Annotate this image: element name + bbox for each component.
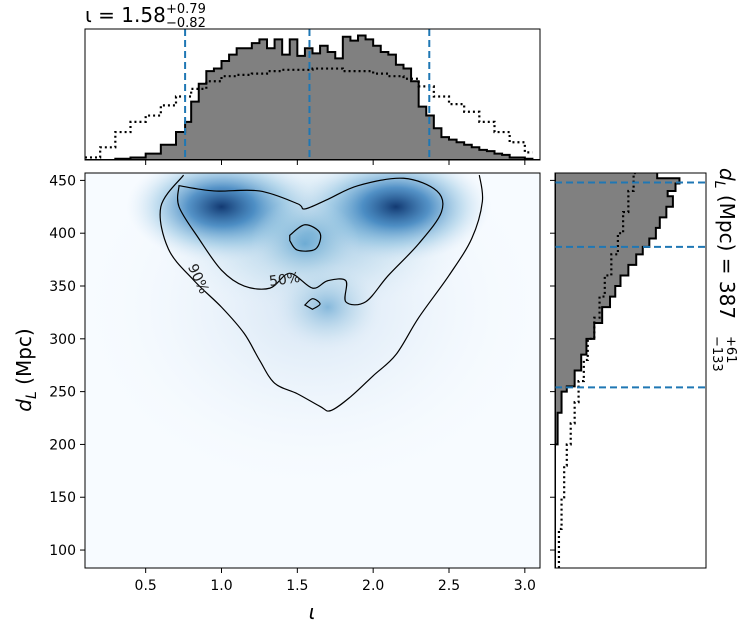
density-map: [85, 173, 540, 498]
y-tick-label: 450: [49, 173, 76, 189]
top-histogram-filled: [85, 34, 540, 160]
top-histogram-prior: [85, 67, 533, 159]
contour-label-50: 50%: [268, 270, 301, 290]
contour-50: [176, 177, 444, 306]
top-title-eq: =: [92, 3, 121, 27]
contour-90: [159, 174, 484, 412]
x-tick-label: 0.5: [135, 578, 157, 594]
y-tick-label: 300: [49, 332, 76, 348]
top-marginal-panel: ι = 1.58 +0.79 −0.82: [84, 2, 541, 165]
y-tick-label: 250: [49, 385, 76, 401]
top-title-symbol: ι: [85, 3, 92, 27]
top-panel-frame: [84, 28, 541, 161]
main-2d-panel: 90% 50% 0.5 1.0 1.5 2.0 2.5 3.0 10015020025030…: [12, 172, 541, 624]
x-tick-label: 3.0: [514, 578, 536, 594]
top-title-lower-error: −0.82: [166, 16, 206, 31]
top-panel-title: ι = 1.58: [85, 3, 166, 27]
main-panel-frame: [84, 172, 541, 569]
y-tick-label: 350: [49, 279, 76, 295]
x-axis-label: ι: [309, 600, 316, 624]
top-title-upper-error: +0.79: [166, 2, 206, 17]
contour-50-island: [303, 298, 321, 310]
main-y-ticks: 100 150 200 250 300 350 400 450: [49, 173, 85, 559]
y-tick-label: 100: [49, 543, 76, 559]
right-histogram-prior: [557, 173, 638, 568]
right-histogram-filled: [555, 173, 681, 568]
x-tick-label: 2.5: [438, 578, 460, 594]
y-tick-label: 200: [49, 437, 76, 453]
right-marginal-panel: dL (Mpc) = 387 +61 −133: [550, 168, 739, 569]
right-title-upper-error: +61: [723, 336, 738, 363]
top-title-value: 1.58: [121, 3, 166, 27]
right-panel-title: dL (Mpc) = 387 +61 −133: [709, 168, 739, 372]
y-tick-label: 400: [49, 226, 76, 242]
svg-text:dL (Mpc) = 387: dL (Mpc) = 387: [711, 168, 739, 319]
right-panel-frame: [554, 172, 707, 569]
density-peak: [272, 262, 383, 353]
main-x-ticks: 0.5 1.0 1.5 2.0 2.5 3.0: [135, 568, 536, 594]
contour-50-island: [289, 224, 322, 252]
y-tick-label: 150: [49, 490, 76, 506]
x-tick-label: 1.0: [210, 578, 232, 594]
y-axis-label: dL (Mpc): [12, 328, 40, 411]
right-title-value: 387: [715, 281, 739, 319]
x-tick-label: 1.5: [286, 578, 308, 594]
right-title-lower-error: −133: [709, 336, 724, 372]
x-tick-label: 2.0: [362, 578, 384, 594]
